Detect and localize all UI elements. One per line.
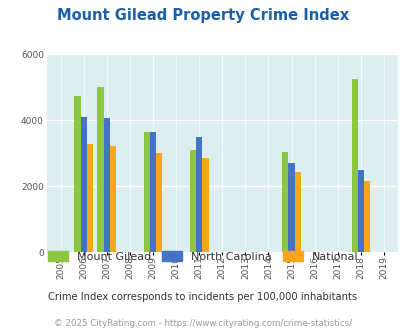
Bar: [110, 146, 116, 252]
Bar: [202, 157, 208, 252]
Text: Mount Gilead Property Crime Index: Mount Gilead Property Crime Index: [57, 8, 348, 23]
Bar: [80, 117, 87, 252]
Bar: [149, 132, 156, 252]
Bar: [87, 145, 93, 252]
Bar: [281, 152, 288, 252]
Bar: [363, 181, 369, 252]
Bar: [357, 170, 363, 252]
Bar: [196, 137, 202, 252]
Text: Crime Index corresponds to incidents per 100,000 inhabitants: Crime Index corresponds to incidents per…: [48, 292, 357, 302]
Bar: [190, 150, 196, 252]
Text: © 2025 CityRating.com - https://www.cityrating.com/crime-statistics/: © 2025 CityRating.com - https://www.city…: [54, 319, 351, 328]
Bar: [294, 172, 300, 252]
Bar: [143, 132, 149, 252]
Bar: [288, 163, 294, 252]
Bar: [74, 96, 80, 252]
Bar: [156, 152, 162, 252]
Bar: [103, 118, 110, 252]
Bar: [97, 87, 103, 252]
Bar: [351, 79, 357, 252]
Legend: Mount Gilead, North Carolina, National: Mount Gilead, North Carolina, National: [43, 247, 362, 267]
